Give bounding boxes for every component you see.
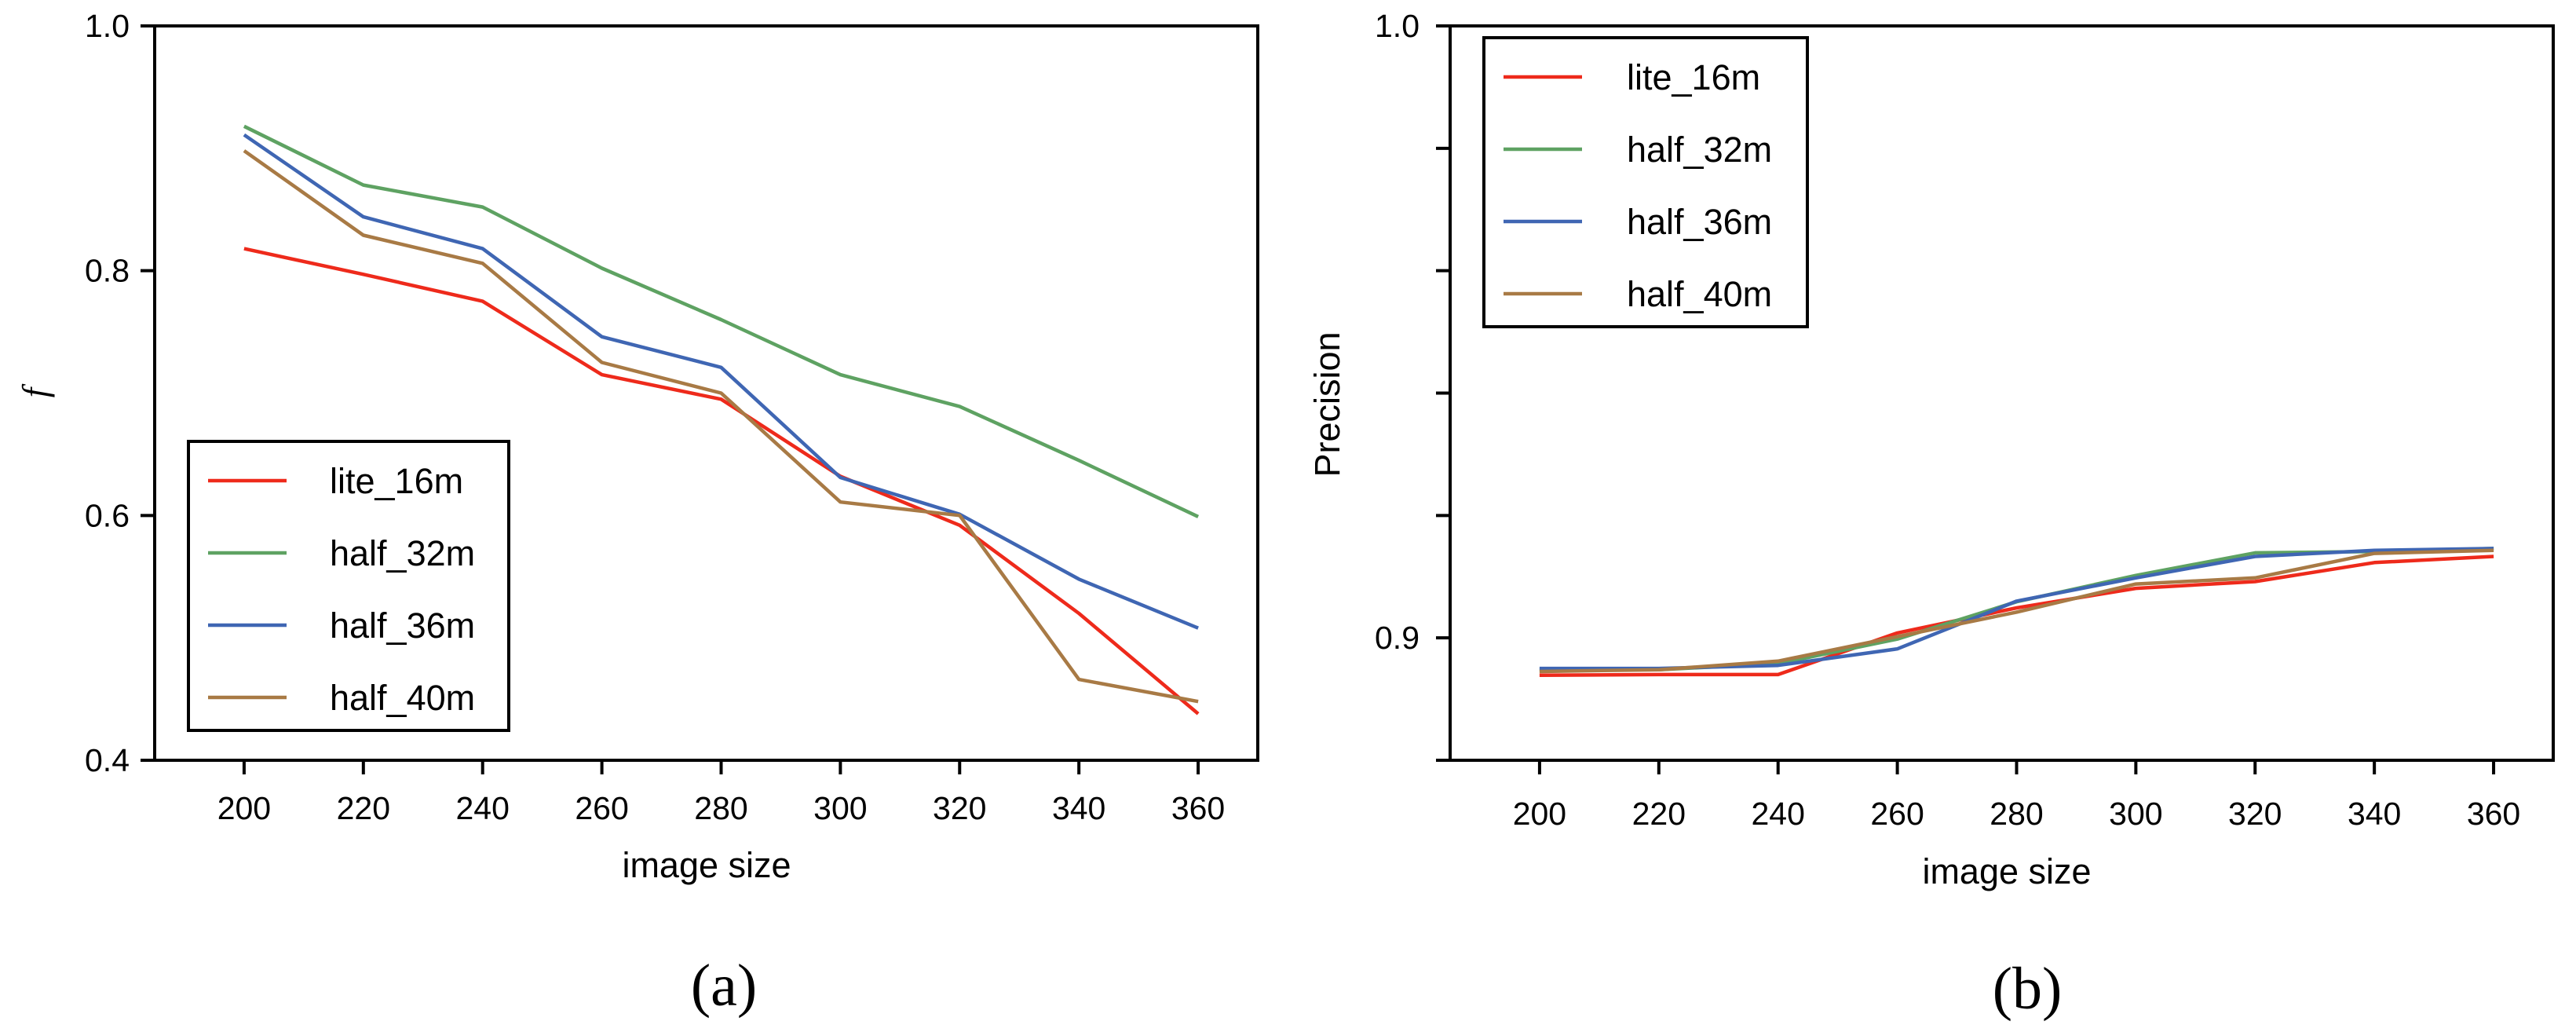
- x-axis-title-b: image size: [1922, 851, 2091, 891]
- legend-b: lite_16m half_32m half_36m half_40m: [1482, 36, 1809, 328]
- panel-caption-b: (b): [1993, 956, 2063, 1022]
- y-tick-label: 0.9: [1375, 620, 1420, 656]
- legend-a: lite_16m half_32m half_36m half_40m: [187, 440, 510, 732]
- x-tick-label: 300: [2109, 796, 2162, 832]
- legend-box-a: [187, 440, 510, 732]
- series-line-lite-16m: [1539, 554, 2494, 677]
- x-tick-label: 240: [455, 790, 509, 826]
- legend-label-lite-16m: lite_16m: [330, 461, 463, 501]
- series-line-half-36m: [243, 133, 1199, 630]
- axis-ticks-b: 200 220 240 260 280 300 320 340 360 0.9 1.0: [1375, 8, 2520, 832]
- legend-label-half-36m: half_36m: [330, 606, 475, 646]
- legend-box-b: [1482, 36, 1809, 328]
- x-tick-label: 260: [575, 790, 628, 826]
- series-line-half-32m: [243, 124, 1200, 518]
- legend-label-half-40m: half_40m: [1627, 274, 1772, 314]
- x-tick-label: 320: [933, 790, 986, 826]
- chart-panel-b: 200 220 240 260 280 300 320 340 360 0.9 1.0 image …: [1307, 8, 2555, 1022]
- legend-label-half-40m: half_40m: [330, 678, 475, 718]
- legend-label-half-32m: half_32m: [1627, 130, 1772, 170]
- x-tick-label: 220: [1632, 796, 1686, 832]
- series-lines-a: [243, 124, 1200, 715]
- x-tick-label: 360: [2467, 796, 2520, 832]
- x-axis-title-a: image size: [622, 845, 791, 885]
- x-tick-label: 260: [1870, 796, 1924, 832]
- series-line-half-40m: [1539, 548, 2494, 674]
- series-lines-b: [1539, 547, 2494, 677]
- legend-label-lite-16m: lite_16m: [1627, 57, 1760, 97]
- plot-frame-a: [153, 24, 1259, 762]
- chart-panel-a: 200 220 240 260 280 300 320 340 3600.40.60.81.0 …: [16, 8, 1259, 1019]
- legend-label-half-36m: half_36m: [1627, 202, 1772, 242]
- x-tick-label: 200: [217, 790, 271, 826]
- x-tick-label: 240: [1751, 796, 1804, 832]
- legend-label-half-32m: half_32m: [330, 533, 475, 573]
- y-axis-title-b: Precision: [1307, 331, 1347, 477]
- series-line-half-40m: [243, 149, 1199, 704]
- x-tick-label: 200: [1513, 796, 1566, 832]
- x-tick-label: 280: [694, 790, 747, 826]
- x-tick-label: 320: [2228, 796, 2282, 832]
- x-tick-label: 280: [1990, 796, 2043, 832]
- y-axis-title-a: f: [16, 383, 55, 397]
- x-tick-label: 360: [1171, 790, 1225, 826]
- x-tick-label: 220: [337, 790, 390, 826]
- y-tick-label: 1.0: [1375, 8, 1420, 44]
- x-tick-label: 340: [1052, 790, 1105, 826]
- x-tick-label: 300: [813, 790, 867, 826]
- series-line-lite-16m: [243, 247, 1200, 715]
- x-tick-label: 340: [2348, 796, 2401, 832]
- axis-ticks-a: 200 220 240 260 280 300 320 340 360 0.4 0.6 0.8 1.0: [85, 8, 1225, 826]
- y-tick-label: 1.0: [85, 8, 130, 44]
- panel-caption-a: (a): [691, 953, 757, 1019]
- y-tick-label: 0.8: [85, 253, 130, 289]
- y-tick-label: 0.6: [85, 497, 130, 533]
- y-tick-label: 0.4: [85, 742, 130, 778]
